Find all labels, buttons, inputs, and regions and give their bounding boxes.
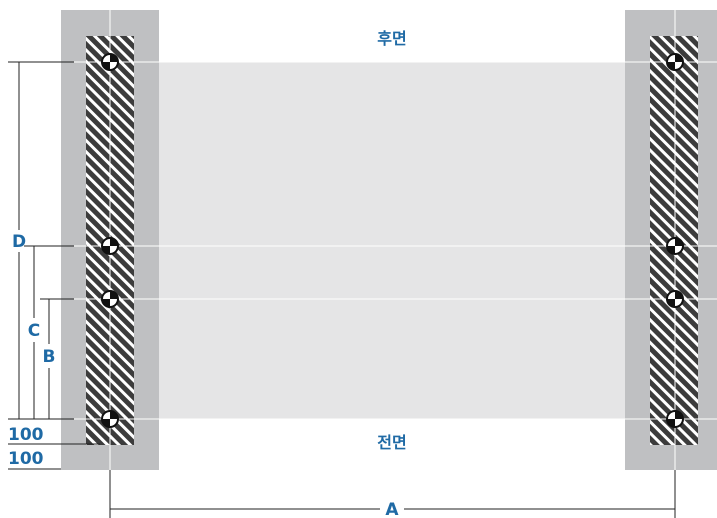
target-marker-icon: [666, 53, 684, 71]
target-marker-icon: [666, 237, 684, 255]
dimension-c-label: C: [28, 321, 40, 341]
dimension-d-label: D: [12, 232, 26, 252]
mount-points: [101, 53, 684, 428]
offset-upper-label: 100: [8, 425, 44, 445]
dimension-a-label: A: [385, 500, 399, 518]
target-marker-icon: [101, 290, 119, 308]
target-marker-icon: [666, 410, 684, 428]
target-marker-icon: [101, 237, 119, 255]
rear-label: 후면: [377, 29, 406, 48]
dimension-b-label: B: [43, 347, 56, 367]
platform-area: [158, 62, 626, 419]
target-marker-icon: [101, 53, 119, 71]
target-marker-icon: [666, 290, 684, 308]
front-label: 전면: [377, 433, 406, 452]
dimension-lines: [8, 61, 676, 518]
target-marker-icon: [101, 410, 119, 428]
offset-lower-label: 100: [8, 449, 44, 469]
